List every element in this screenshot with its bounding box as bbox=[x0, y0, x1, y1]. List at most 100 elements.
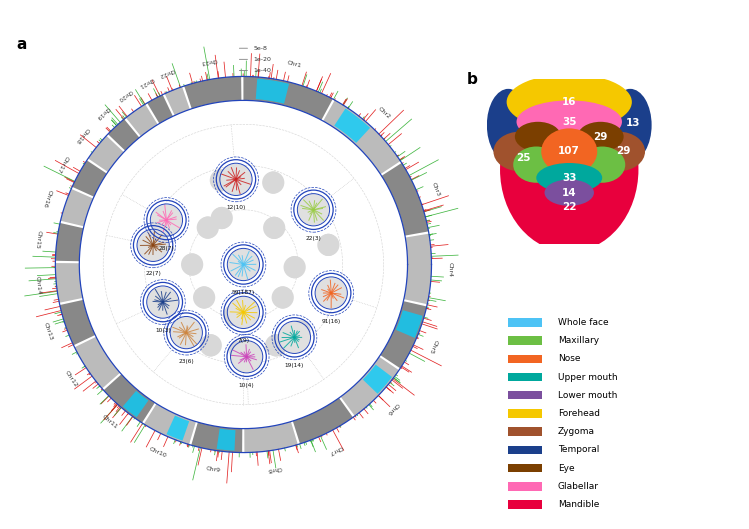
Text: 13: 13 bbox=[626, 118, 640, 129]
Circle shape bbox=[265, 334, 287, 357]
Ellipse shape bbox=[198, 216, 217, 239]
Text: 10(3): 10(3) bbox=[155, 328, 171, 333]
Ellipse shape bbox=[319, 234, 338, 256]
Ellipse shape bbox=[285, 256, 304, 278]
Polygon shape bbox=[147, 95, 173, 123]
Circle shape bbox=[171, 317, 202, 348]
Text: 33: 33 bbox=[562, 173, 577, 183]
Text: Chr19: Chr19 bbox=[95, 105, 111, 120]
Text: Chr1: Chr1 bbox=[286, 60, 302, 68]
Text: Chr15: Chr15 bbox=[34, 230, 42, 249]
Ellipse shape bbox=[536, 163, 602, 193]
Text: Glabellar: Glabellar bbox=[557, 482, 598, 491]
Text: a: a bbox=[16, 37, 26, 52]
Circle shape bbox=[298, 194, 330, 225]
Text: Chr14: Chr14 bbox=[34, 275, 41, 295]
Text: 23(6): 23(6) bbox=[178, 359, 194, 363]
Polygon shape bbox=[55, 223, 83, 261]
FancyBboxPatch shape bbox=[508, 482, 542, 490]
Circle shape bbox=[193, 286, 215, 308]
Ellipse shape bbox=[592, 132, 645, 171]
Polygon shape bbox=[55, 263, 82, 303]
FancyBboxPatch shape bbox=[508, 427, 542, 436]
Ellipse shape bbox=[265, 217, 284, 239]
Polygon shape bbox=[88, 136, 124, 172]
Ellipse shape bbox=[211, 169, 230, 191]
Ellipse shape bbox=[183, 253, 201, 276]
Polygon shape bbox=[334, 108, 370, 143]
Circle shape bbox=[262, 171, 285, 194]
Text: 91(16): 91(16) bbox=[321, 319, 341, 324]
Polygon shape bbox=[341, 357, 399, 416]
Ellipse shape bbox=[577, 122, 624, 151]
Text: Chr20: Chr20 bbox=[116, 88, 133, 102]
Text: Chr12: Chr12 bbox=[64, 370, 79, 388]
Polygon shape bbox=[60, 300, 95, 345]
Text: Chr9: Chr9 bbox=[206, 466, 222, 473]
Circle shape bbox=[228, 249, 259, 280]
Polygon shape bbox=[184, 77, 241, 109]
Ellipse shape bbox=[494, 132, 546, 171]
FancyBboxPatch shape bbox=[508, 464, 542, 472]
Text: Temporal: Temporal bbox=[557, 445, 599, 454]
Ellipse shape bbox=[290, 320, 309, 342]
Circle shape bbox=[181, 253, 203, 276]
Circle shape bbox=[284, 256, 306, 278]
Circle shape bbox=[210, 207, 233, 229]
Circle shape bbox=[197, 216, 219, 239]
Text: 59(187): 59(187) bbox=[231, 290, 255, 296]
Text: Maxillary: Maxillary bbox=[557, 336, 598, 345]
Ellipse shape bbox=[487, 89, 530, 161]
Ellipse shape bbox=[530, 189, 609, 222]
Polygon shape bbox=[243, 76, 333, 120]
Text: Eye: Eye bbox=[557, 463, 574, 472]
Text: 22(3): 22(3) bbox=[306, 236, 321, 241]
Circle shape bbox=[288, 320, 311, 342]
FancyBboxPatch shape bbox=[508, 354, 542, 363]
Text: 107: 107 bbox=[558, 147, 580, 157]
Text: Chr13: Chr13 bbox=[43, 322, 53, 341]
Text: 1e-20: 1e-20 bbox=[254, 57, 272, 62]
Text: Chr22: Chr22 bbox=[158, 67, 175, 78]
FancyBboxPatch shape bbox=[508, 336, 542, 345]
Circle shape bbox=[228, 297, 259, 328]
Text: 29: 29 bbox=[616, 147, 631, 157]
FancyBboxPatch shape bbox=[508, 500, 542, 509]
Polygon shape bbox=[381, 163, 428, 235]
Circle shape bbox=[263, 217, 285, 239]
Ellipse shape bbox=[515, 122, 561, 151]
Text: 1e-40: 1e-40 bbox=[254, 68, 272, 73]
Text: Whole face: Whole face bbox=[557, 318, 608, 327]
Circle shape bbox=[151, 204, 182, 236]
Ellipse shape bbox=[500, 87, 638, 252]
Polygon shape bbox=[191, 422, 242, 453]
Circle shape bbox=[318, 234, 339, 256]
Polygon shape bbox=[144, 404, 196, 444]
Polygon shape bbox=[323, 100, 401, 174]
Text: Chr4: Chr4 bbox=[448, 262, 453, 277]
FancyBboxPatch shape bbox=[508, 391, 542, 399]
Ellipse shape bbox=[517, 101, 622, 143]
FancyBboxPatch shape bbox=[508, 318, 542, 326]
Polygon shape bbox=[404, 234, 431, 304]
Circle shape bbox=[279, 322, 310, 353]
Text: 25: 25 bbox=[516, 153, 530, 163]
Polygon shape bbox=[363, 364, 392, 394]
Circle shape bbox=[315, 277, 347, 309]
Text: Chr11: Chr11 bbox=[100, 414, 118, 430]
Text: Forehead: Forehead bbox=[557, 409, 600, 418]
Text: 35: 35 bbox=[562, 117, 577, 127]
Polygon shape bbox=[165, 87, 189, 115]
Circle shape bbox=[223, 304, 246, 326]
Polygon shape bbox=[103, 374, 155, 423]
Ellipse shape bbox=[609, 89, 652, 161]
Text: Chr2: Chr2 bbox=[377, 106, 391, 120]
Text: Upper mouth: Upper mouth bbox=[557, 372, 617, 381]
Polygon shape bbox=[166, 416, 189, 441]
Text: 7(9): 7(9) bbox=[237, 339, 249, 343]
Polygon shape bbox=[216, 428, 235, 451]
Ellipse shape bbox=[225, 304, 244, 326]
Text: Mandible: Mandible bbox=[557, 500, 599, 509]
Polygon shape bbox=[123, 391, 148, 417]
Text: Chr16: Chr16 bbox=[42, 189, 52, 208]
